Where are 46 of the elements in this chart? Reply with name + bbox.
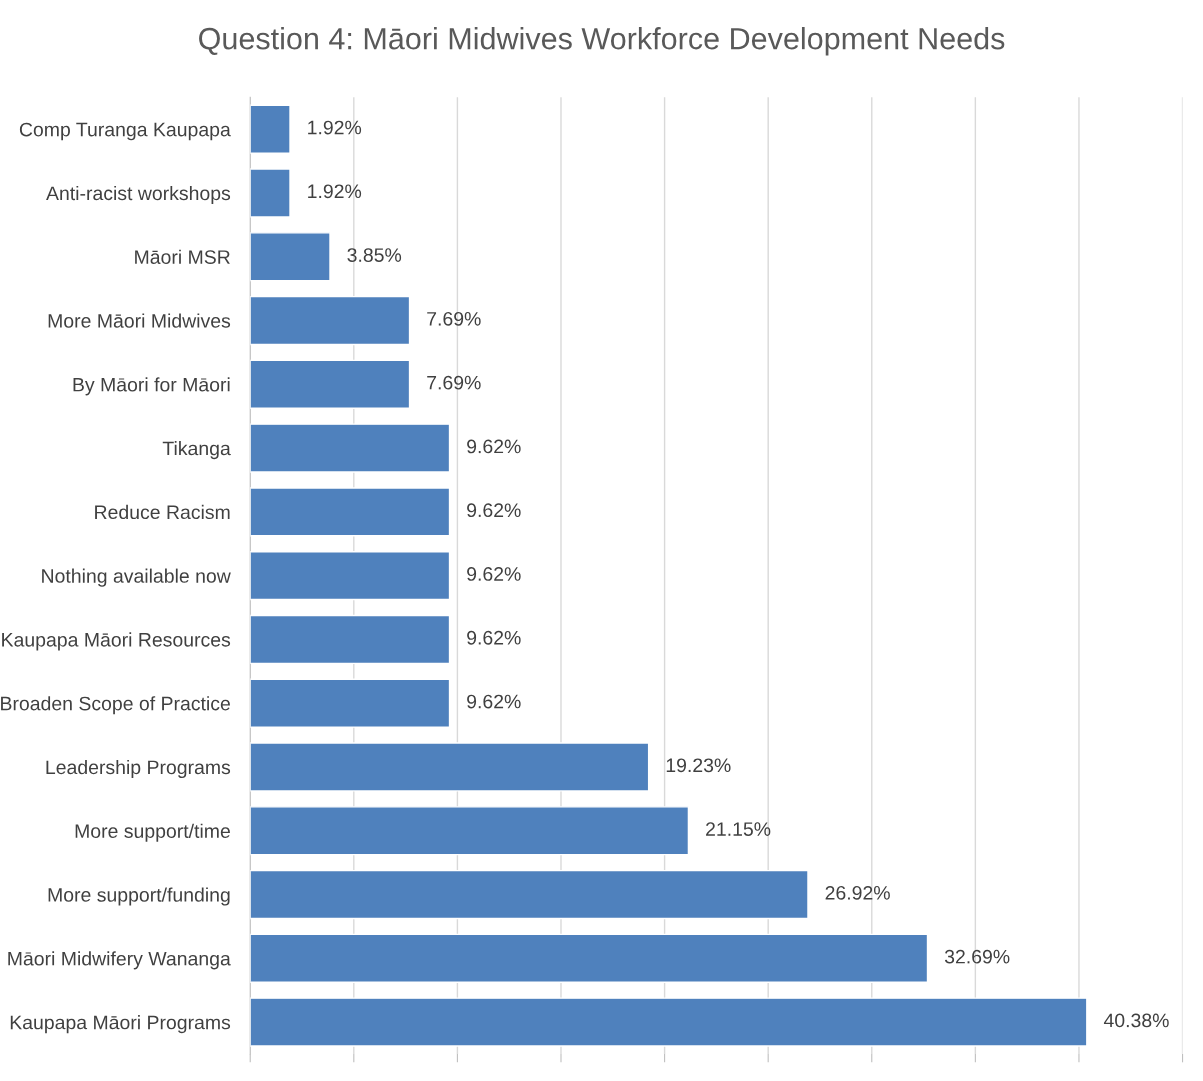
bar	[250, 806, 690, 856]
data-label: 19.23%	[666, 758, 731, 773]
y-tick-label: More Māori Midwives	[48, 313, 231, 328]
y-tick-label: Anti-racist workshops	[46, 185, 231, 205]
y-tick-label: Māori MSR	[135, 249, 230, 264]
bar	[250, 232, 331, 282]
y-tick-label: Kaupapa Māori Resources	[2, 632, 231, 651]
bar	[250, 104, 291, 154]
data-label: 32.69%	[944, 949, 1010, 964]
bar	[250, 423, 451, 473]
data-label: 7.69%	[427, 375, 481, 390]
data-label: 9.62%	[467, 503, 521, 518]
data-label: 21.15%	[706, 822, 771, 836]
data-label: 40.38%	[1103, 1013, 1169, 1028]
data-label: 9.62%	[467, 439, 521, 454]
y-tick-label: Broaden Scope of Practice	[1, 696, 230, 715]
data-label: 7.69%	[427, 311, 481, 326]
y-tick-label: Reduce Racism	[95, 504, 230, 520]
bar	[250, 359, 411, 409]
bar	[250, 168, 291, 218]
data-label: 9.62%	[467, 567, 521, 581]
bar	[250, 678, 451, 728]
y-tick-label: Nothing available now	[42, 568, 231, 587]
chart-title: Question 4: Māori Midwives Workforce Development Needs	[199, 27, 1005, 56]
bar	[250, 997, 1088, 1047]
y-tick-label: Leadership Programs	[46, 759, 231, 779]
y-tick-label: More support/funding	[48, 887, 230, 906]
data-label: 9.62%	[467, 694, 521, 709]
data-label: 26.92%	[825, 885, 890, 900]
bar	[250, 614, 451, 665]
y-tick-label: Kaupapa Māori Programs	[10, 1015, 231, 1034]
y-tick-label: By Māori for Māori	[73, 377, 230, 396]
y-tick-label: More support/time	[75, 823, 230, 842]
bar	[250, 869, 809, 920]
bar	[250, 551, 451, 601]
data-label: 1.92%	[308, 184, 362, 199]
data-label: 3.85%	[347, 248, 402, 262]
y-tick-label: Māori Midwifery Wananga	[8, 951, 231, 970]
y-tick-label: Tikanga	[162, 441, 231, 460]
bar	[250, 295, 411, 346]
bar	[250, 742, 650, 792]
data-label: 1.92%	[308, 120, 362, 135]
data-label: 9.62%	[467, 630, 521, 645]
bar	[250, 933, 929, 983]
y-tick-label: Comp Turanga Kaupapa	[19, 122, 231, 141]
bar	[250, 487, 451, 537]
